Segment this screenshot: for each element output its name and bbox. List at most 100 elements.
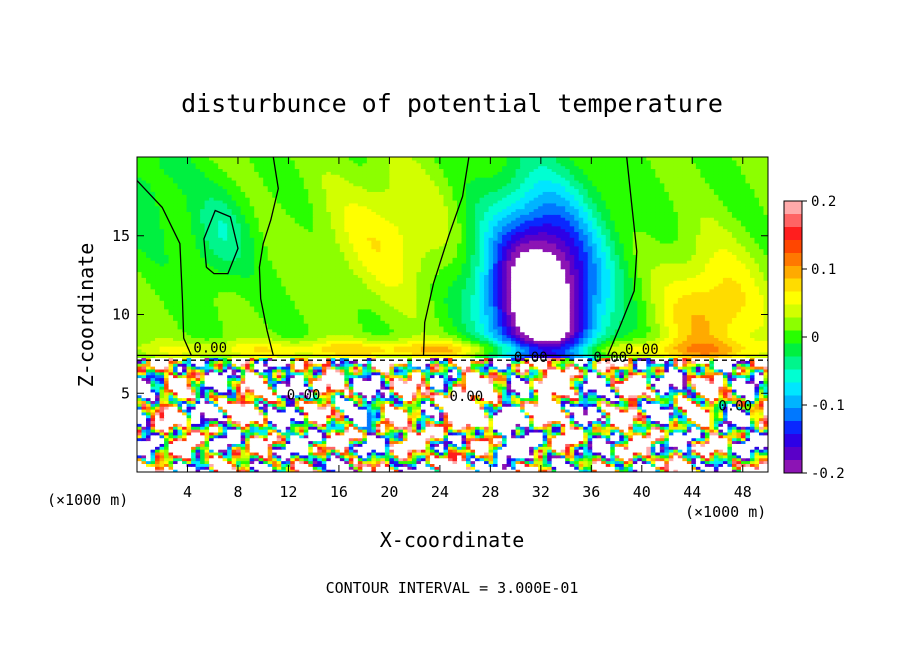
heatmap-cell [556, 437, 562, 442]
heatmap-cell [718, 371, 724, 376]
heatmap-cell [303, 386, 309, 390]
heatmap-cell [326, 417, 332, 422]
heatmap-cell [272, 409, 278, 413]
heatmap-cell [267, 451, 273, 456]
heatmap-cell [330, 394, 336, 399]
heatmap-cell [371, 383, 377, 387]
heatmap-cell [560, 457, 566, 462]
heatmap-cell [529, 383, 535, 387]
heatmap-cell [429, 469, 436, 472]
heatmap-cell [538, 431, 544, 436]
heatmap-cell [177, 368, 183, 373]
heatmap-cell [614, 414, 620, 419]
heatmap-cell [222, 463, 228, 467]
heatmap-cell [204, 466, 210, 470]
heatmap-cell [398, 377, 404, 381]
heatmap-cell [299, 420, 305, 424]
heatmap-cell [209, 454, 215, 459]
heatmap-cell [709, 440, 715, 444]
heatmap-cell [159, 451, 165, 456]
heatmap-cell [592, 443, 598, 447]
heatmap-cell [650, 437, 656, 442]
heatmap-cell [470, 434, 476, 439]
heatmap-cell [592, 431, 598, 436]
heatmap-cell [713, 434, 720, 439]
heatmap-cell [646, 394, 652, 399]
heatmap-cell [411, 420, 418, 424]
heatmap-cell [416, 400, 422, 404]
heatmap-cell [191, 411, 197, 416]
heatmap-cell [682, 429, 688, 433]
heatmap-cell [384, 460, 390, 465]
heatmap-cell [303, 403, 309, 407]
heatmap-cell [736, 406, 742, 410]
heatmap-cell [529, 409, 535, 413]
heatmap-cell [592, 400, 598, 404]
heatmap-cell [213, 454, 219, 459]
heatmap-cell [326, 451, 332, 456]
heatmap-cell [457, 463, 463, 467]
heatmap-cell [344, 466, 350, 470]
heatmap-cell [173, 457, 179, 462]
heatmap-cell [488, 431, 494, 436]
heatmap-cell [497, 417, 503, 422]
heatmap-cell [700, 466, 706, 470]
heatmap-cell [380, 431, 386, 436]
heatmap-cell [479, 449, 485, 453]
heatmap-cell [384, 397, 390, 402]
heatmap-cell [475, 406, 481, 410]
heatmap-cell [155, 377, 161, 381]
heatmap-cell [655, 400, 661, 404]
heatmap-cell [542, 460, 548, 465]
heatmap-cell [578, 377, 584, 381]
heatmap-cell [425, 440, 431, 444]
heatmap-cell [493, 400, 499, 404]
heatmap-cell [164, 374, 170, 379]
heatmap-cell [344, 391, 350, 396]
heatmap-cell [713, 449, 720, 453]
heatmap-cell [362, 466, 368, 470]
heatmap-cell [583, 409, 589, 413]
heatmap-cell [668, 460, 674, 465]
heatmap-cell [443, 371, 449, 376]
heatmap-cell [520, 391, 526, 396]
heatmap-cell [317, 414, 323, 419]
heatmap-cell [177, 466, 183, 470]
heatmap-cell [290, 426, 296, 430]
heatmap-cell [745, 414, 751, 419]
heatmap-cell [353, 431, 359, 436]
heatmap-cell [547, 388, 553, 393]
heatmap-cell [357, 454, 363, 459]
heatmap-cell [416, 460, 422, 465]
heatmap-cell [637, 423, 643, 427]
heatmap-cell [173, 406, 179, 410]
heatmap-cell [493, 451, 499, 456]
heatmap-cell [353, 414, 359, 419]
heatmap-cell [245, 469, 251, 472]
heatmap-cell [556, 451, 562, 456]
heatmap-cell [713, 394, 720, 399]
heatmap-cell [601, 440, 607, 444]
heatmap-cell [321, 380, 327, 384]
heatmap-cell [182, 374, 188, 379]
heatmap-cell [596, 420, 602, 424]
heatmap-cell [637, 451, 643, 456]
heatmap-cell [497, 371, 503, 376]
heatmap-cell [348, 391, 354, 396]
heatmap-cell [560, 437, 566, 442]
heatmap-cell [511, 454, 517, 459]
heatmap-cell [704, 377, 711, 381]
heatmap-cell [655, 457, 661, 462]
heatmap-cell [393, 466, 400, 470]
heatmap-cell [632, 400, 638, 404]
heatmap-cell [601, 386, 607, 390]
heatmap-cell [538, 429, 544, 433]
heatmap-cell [353, 443, 359, 447]
heatmap-cell [646, 409, 652, 413]
heatmap-cell [416, 426, 422, 430]
heatmap-cell [294, 437, 300, 442]
heatmap-cell [195, 403, 201, 407]
heatmap-cell [263, 420, 269, 424]
heatmap-cell [155, 429, 161, 433]
heatmap-cell [191, 403, 197, 407]
